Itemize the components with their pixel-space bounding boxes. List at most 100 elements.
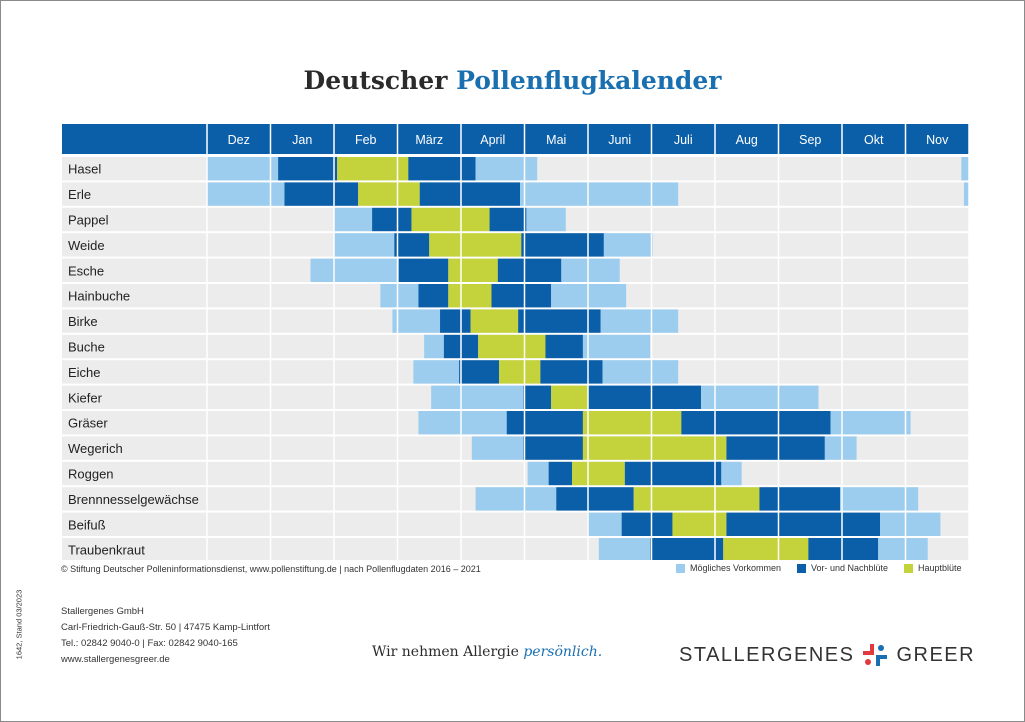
bar-segment-possible (840, 487, 919, 511)
bar-segment-possible (600, 309, 679, 333)
bar-segment-prepost (523, 385, 552, 409)
bar-segment-prepost (284, 182, 359, 206)
bar-segment-possible (961, 157, 969, 181)
bar-segment-prepost (491, 284, 552, 308)
row-label: Gräser (68, 416, 108, 431)
bar-segment-possible (392, 309, 441, 333)
bar-segment-prepost (489, 207, 527, 232)
bar-segment-possible (207, 182, 285, 206)
address-street: Carl-Friedrich-Gauß-Str. 50 | 47475 Kamp… (61, 622, 270, 633)
address-phone: Tel.: 02842 9040-0 | Fax: 02842 9040-165 (61, 638, 238, 649)
row-label: Wegerich (68, 441, 123, 456)
bar-segment-possible (878, 538, 928, 560)
row-label: Hainbuche (68, 289, 130, 304)
bar-segment-prepost (681, 411, 831, 435)
row-label: Esche (68, 263, 104, 278)
company-address: Stallergenes GmbH Carl-Friedrich-Gauß-St… (61, 604, 270, 668)
bar-segment-prepost (419, 182, 521, 206)
bar-segment-prepost (624, 461, 722, 486)
row-background (62, 461, 969, 486)
bar-segment-prepost (621, 512, 673, 536)
row-label: Roggen (68, 467, 114, 482)
brand-left: STALLERGENES (679, 643, 855, 666)
bar-segment-possible (380, 284, 419, 308)
side-note-text: 1642, Stand 03/2023 (14, 589, 24, 660)
bar-segment-main (411, 207, 490, 232)
bar-segment-possible (334, 233, 395, 257)
legend-swatch-main (904, 563, 913, 573)
bar-segment-possible (475, 487, 557, 511)
month-label: Dez (228, 133, 250, 147)
legend-label-possible: Mögliches Vorkommen (690, 563, 782, 573)
bar-segment-main (582, 411, 682, 435)
bar-segment-possible (588, 512, 622, 536)
row-label: Beifuß (68, 517, 106, 532)
bar-segment-possible (520, 182, 679, 206)
bar-segment-prepost (650, 538, 724, 560)
bar-segment-main (572, 461, 625, 486)
bar-segment-prepost (545, 334, 583, 359)
row-label: Brennnesselgewächse (68, 492, 199, 507)
bar-segment-prepost (440, 309, 471, 333)
brand-logo: STALLERGENES GREER (679, 640, 975, 670)
tagline: Wir nehmen Allergie persönlich. (372, 644, 602, 660)
bar-segment-possible (475, 157, 538, 181)
bar-segment-possible (561, 258, 620, 282)
bar-segment-possible (418, 411, 507, 435)
bar-segment-prepost (588, 385, 702, 409)
legend-swatch-prepost (797, 563, 806, 573)
bar-segment-possible (424, 334, 444, 359)
bar-segment-main (672, 512, 727, 536)
row-label: Kiefer (68, 390, 103, 405)
bar-segment-possible (701, 385, 819, 409)
bar-segment-prepost (408, 157, 476, 181)
side-note: 1642, Stand 03/2023 (14, 572, 24, 682)
legend-label-main: Hauptblüte (918, 563, 962, 573)
title-part2: Pollenflugkalender (456, 66, 722, 95)
bar-segment-prepost (808, 538, 879, 560)
bar-segment-possible (526, 207, 566, 232)
bar-segment-prepost (548, 461, 573, 486)
legend-label-prepost: Vor- und Nachblüte (811, 563, 889, 573)
month-label: Jan (292, 133, 312, 147)
row-label: Eiche (68, 365, 101, 380)
bar-segment-possible (582, 334, 651, 359)
bar-segment-possible (471, 436, 524, 460)
month-label: Sep (799, 133, 821, 147)
month-label: März (415, 133, 443, 147)
bar-segment-possible (602, 360, 679, 384)
month-label: Juli (674, 133, 693, 147)
source-footnote: © Stiftung Deutscher Polleninformationsd… (61, 564, 481, 574)
address-web: www.stallergenesgreer.de (61, 654, 170, 665)
bar-segment-possible (963, 182, 969, 206)
bar-segment-prepost (497, 258, 562, 282)
bar-segment-prepost (278, 157, 338, 181)
bar-segment-possible (824, 436, 857, 460)
bar-segment-main (429, 233, 522, 257)
legend-swatch-possible (676, 563, 685, 573)
brand-right: GREER (896, 643, 976, 666)
bar-segment-prepost (518, 309, 601, 333)
row-label: Hasel (68, 162, 101, 177)
row-label: Weide (68, 238, 105, 253)
address-company: Stallergenes GmbH (61, 606, 144, 617)
legend-item-possible: Mögliches Vorkommen (676, 563, 781, 573)
bar-segment-prepost (540, 360, 603, 384)
bar-segment-possible (880, 512, 941, 536)
bar-segment-prepost (398, 258, 449, 282)
row-label: Traubenkraut (68, 543, 145, 558)
bar-segment-prepost (372, 207, 412, 232)
bar-segment-main (470, 309, 519, 333)
month-label: Juni (608, 133, 631, 147)
bar-segment-possible (721, 461, 742, 486)
bar-segment-main (499, 360, 541, 384)
legend-item-main: Hauptblüte (904, 563, 962, 573)
page-title: Deutscher Pollenflugkalender (0, 66, 1025, 95)
month-label: Nov (926, 133, 949, 147)
bar-segment-main (478, 334, 546, 359)
bar-segment-possible (603, 233, 653, 257)
bar-segment-prepost (394, 233, 430, 257)
bar-segment-main (723, 538, 809, 560)
month-label: Okt (864, 133, 884, 147)
month-label: Aug (736, 133, 758, 147)
